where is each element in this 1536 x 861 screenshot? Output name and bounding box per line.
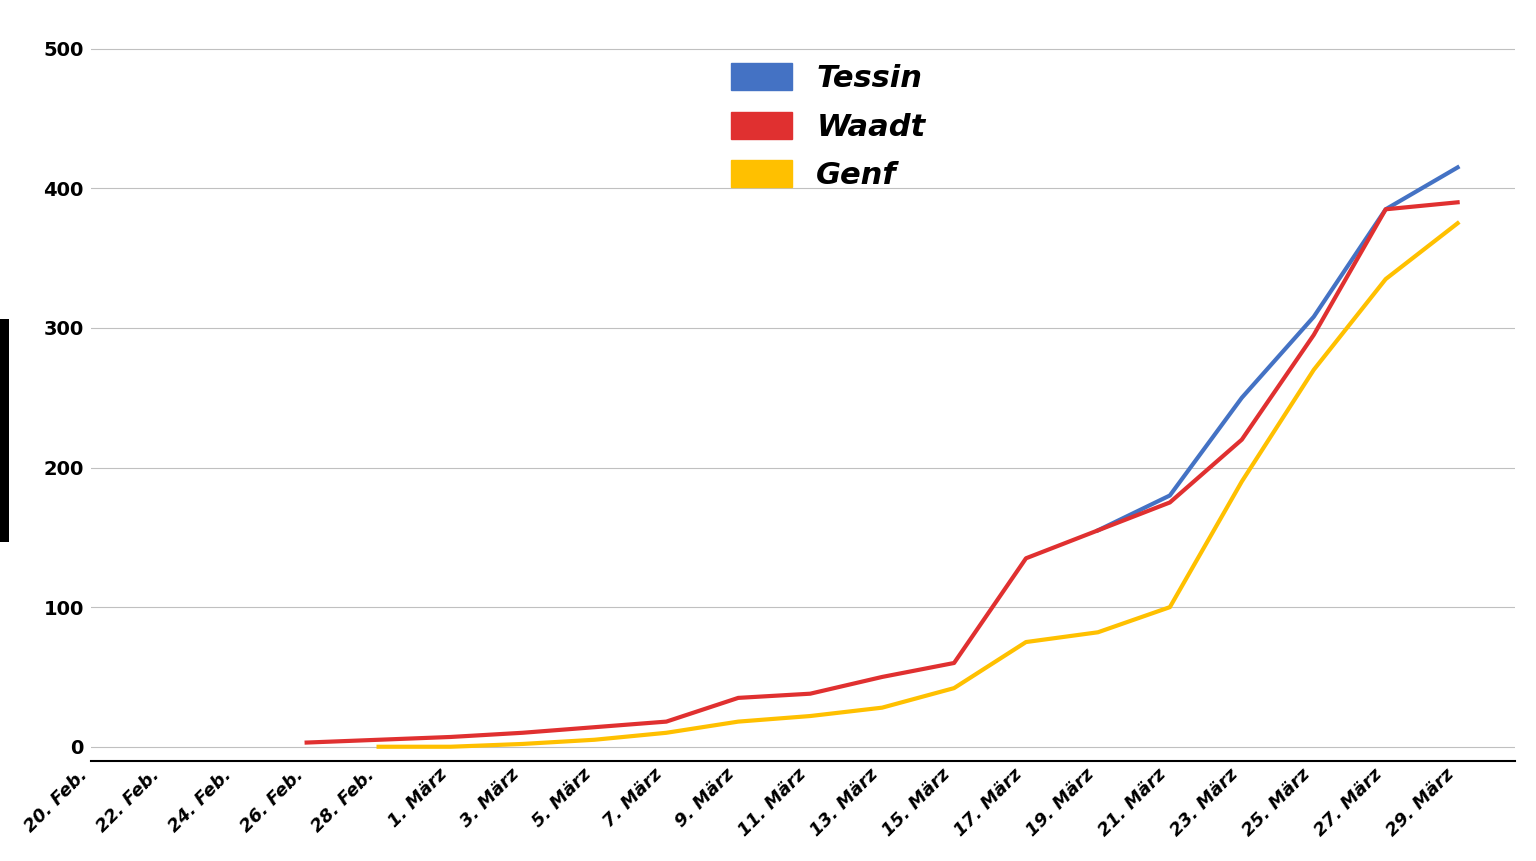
Legend: Tessin, Waadt, Genf: Tessin, Waadt, Genf [719,51,938,202]
